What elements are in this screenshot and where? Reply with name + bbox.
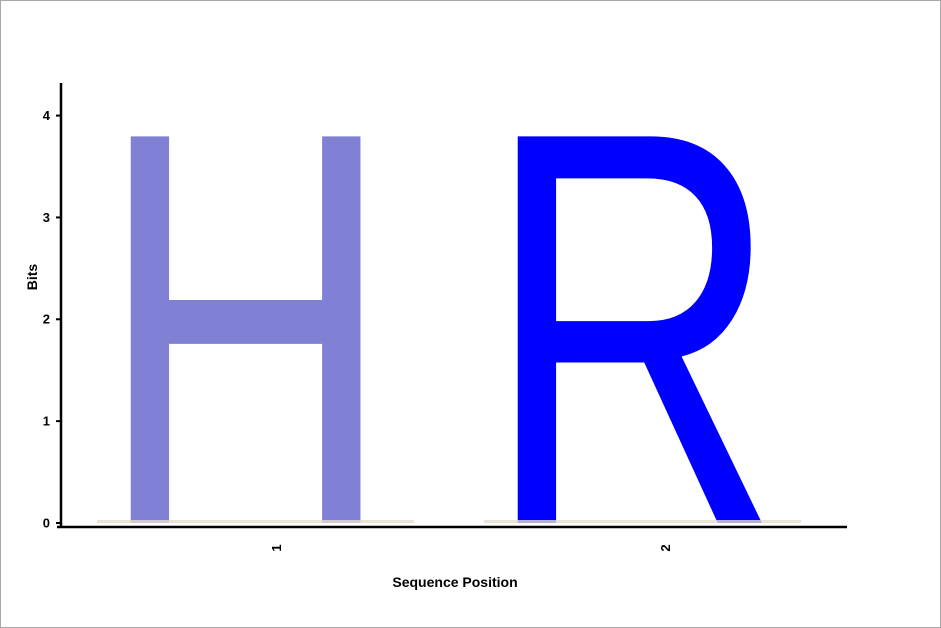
y-ticks-layer: 0 1 2 3 4 bbox=[43, 108, 61, 530]
logo-letter-r-pos-2: R bbox=[484, 15, 781, 628]
y-tick-label-4: 4 bbox=[43, 108, 51, 123]
x-tick-label-2: 2 bbox=[658, 544, 673, 551]
y-tick-label-3: 3 bbox=[43, 210, 50, 225]
y-tick-label-1: 1 bbox=[43, 414, 50, 429]
residual-letters-pos-1 bbox=[97, 520, 414, 523]
axes-layer bbox=[57, 83, 847, 529]
y-tick-label-2: 2 bbox=[43, 312, 50, 327]
logo-letter-h-pos-1: H bbox=[97, 15, 394, 628]
y-axis-title: Bits bbox=[24, 264, 40, 291]
x-tick-label-1: 1 bbox=[269, 544, 284, 551]
y-tick-label-0: 0 bbox=[43, 515, 50, 530]
residual-letters-pos-2 bbox=[484, 520, 801, 523]
x-axis-title: Sequence Position bbox=[392, 574, 517, 590]
